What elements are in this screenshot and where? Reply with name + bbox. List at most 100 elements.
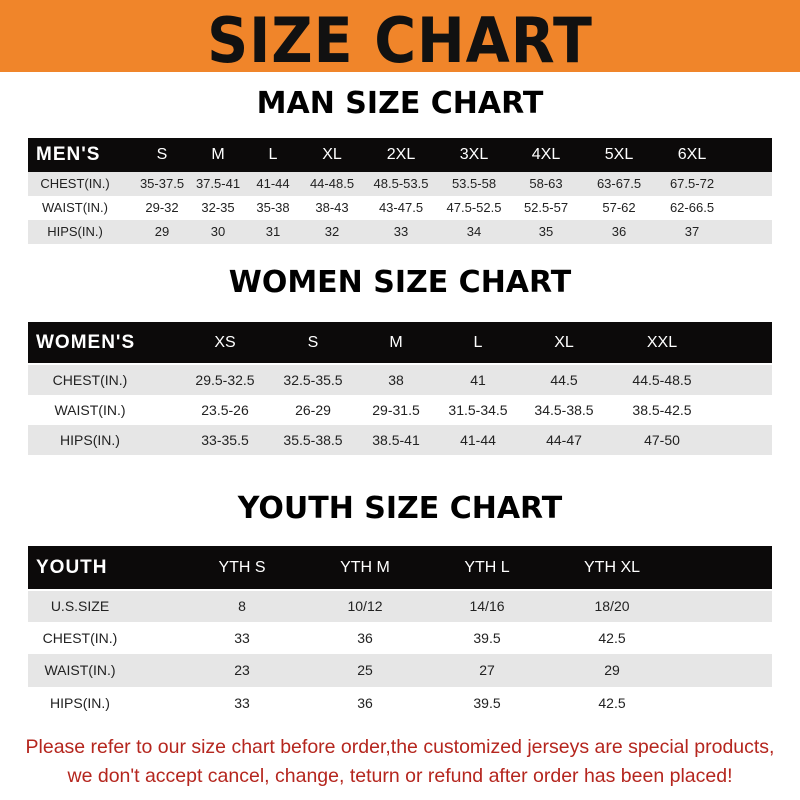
- measurement-cell: 44.5: [550, 372, 578, 388]
- measurement-cell: 47-50: [644, 432, 680, 448]
- measurement-cell: 41-44: [256, 176, 290, 191]
- row-label: HIPS(IN.): [60, 432, 120, 448]
- size-header: 6XL: [677, 146, 707, 163]
- measurement-cell: 33: [234, 630, 250, 646]
- table-row: HIPS(IN.) 33 36 39.5 42.5: [28, 687, 772, 719]
- measurement-cell: 42.5: [598, 630, 626, 646]
- measurement-cell: 8: [238, 598, 246, 614]
- measurement-cell: 35-37.5: [139, 176, 185, 191]
- measurement-cell: 35.5-38.5: [283, 432, 343, 448]
- table-label: YOUTH: [36, 557, 108, 578]
- size-header: 5XL: [604, 146, 634, 163]
- measurement-cell: 32.5-35.5: [283, 372, 343, 388]
- measurement-cell: 31: [265, 224, 281, 239]
- size-header: M: [389, 334, 403, 351]
- measurement-cell: 44.5-48.5: [632, 372, 692, 388]
- measurement-cell: 38: [388, 372, 404, 388]
- table-row: CHEST(IN.) 35-37.5 37.5-41 41-44 44-48.5 48.5…: [28, 172, 772, 196]
- table-row: U.S.SIZE 8 10/12 14/16 18/20: [28, 591, 772, 622]
- measurement-cell: 33: [393, 224, 409, 239]
- measurement-cell: 38.5-42.5: [632, 402, 692, 418]
- measurement-cell: 38.5-41: [372, 432, 420, 448]
- table-row: WAIST(IN.) 23 25 27 29: [28, 654, 772, 687]
- row-label: WAIST(IN.): [44, 662, 116, 678]
- measurement-cell: 14/16: [469, 598, 505, 614]
- measurement-cell: 58-63: [529, 176, 563, 191]
- measurement-cell: 38-43: [315, 200, 349, 215]
- size-header: S: [307, 334, 319, 351]
- header-row: MEN'S S M L XL 2XL 3XL 4XL 5XL 6XL: [28, 138, 772, 172]
- row-label: CHEST(IN.): [40, 176, 110, 191]
- men-title: MAN SIZE CHART: [256, 86, 544, 121]
- size-header: XXL: [646, 334, 678, 351]
- table-label: MEN'S: [36, 144, 101, 165]
- measurement-cell: 63-67.5: [596, 176, 642, 191]
- measurement-cell: 52.5-57: [523, 200, 569, 215]
- measurement-cell: 41: [470, 372, 486, 388]
- measurement-cell: 27: [479, 662, 495, 678]
- measurement-cell: 23.5-26: [201, 402, 249, 418]
- measurement-cell: 37.5-41: [195, 176, 241, 191]
- row-label: CHEST(IN.): [52, 372, 128, 388]
- row-label: WAIST(IN.): [42, 200, 108, 215]
- measurement-cell: 34: [466, 224, 482, 239]
- measurement-cell: 39.5: [473, 630, 501, 646]
- measurement-cell: 42.5: [598, 695, 626, 711]
- table-row: WAIST(IN.) 23.5-26 26-29 29-31.5 31.5-34.5 34…: [28, 395, 772, 425]
- measurement-cell: 39.5: [473, 695, 501, 711]
- size-header: YTH XL: [583, 559, 641, 576]
- row-label: CHEST(IN.): [42, 630, 118, 646]
- size-header: 3XL: [459, 146, 489, 163]
- measurement-cell: 29-31.5: [372, 402, 420, 418]
- measurement-cell: 30: [210, 224, 226, 239]
- size-header: XL: [322, 146, 342, 163]
- measurement-cell: 62-66.5: [669, 200, 715, 215]
- measurement-cell: 35-38: [256, 200, 290, 215]
- youth-title: YOUTH SIZE CHART: [237, 491, 563, 526]
- measurement-cell: 48.5-53.5: [373, 176, 429, 191]
- size-header: 4XL: [531, 146, 561, 163]
- measurement-cell: 35: [538, 224, 554, 239]
- header-row: YOUTH YTH S YTH M YTH L YTH XL: [28, 546, 772, 589]
- size-header: XL: [554, 334, 574, 351]
- measurement-cell: 43-47.5: [378, 200, 424, 215]
- measurement-cell: 26-29: [295, 402, 331, 418]
- measurement-cell: 10/12: [347, 598, 383, 614]
- table-row: CHEST(IN.) 33 36 39.5 42.5: [28, 622, 772, 654]
- size-header: M: [211, 146, 225, 163]
- size-header: YTH L: [464, 559, 510, 576]
- size-header: 2XL: [386, 146, 416, 163]
- women-title: WOMEN SIZE CHART: [228, 265, 572, 300]
- measurement-cell: 32: [324, 224, 340, 239]
- banner: [0, 0, 800, 72]
- measurement-cell: 53.5-58: [451, 176, 497, 191]
- size-header: L: [473, 334, 483, 351]
- measurement-cell: 23: [234, 662, 250, 678]
- table-row: HIPS(IN.) 29 30 31 32 33 34 35 36 37: [28, 220, 772, 244]
- row-label: WAIST(IN.): [54, 402, 126, 418]
- size-header: S: [156, 146, 168, 163]
- measurement-cell: 34.5-38.5: [534, 402, 594, 418]
- measurement-cell: 36: [357, 630, 373, 646]
- measurement-cell: 29: [604, 662, 620, 678]
- notice: Please refer to our size chart before or…: [0, 733, 800, 791]
- measurement-cell: 57-62: [602, 200, 636, 215]
- table-row: WAIST(IN.) 29-32 32-35 35-38 38-43 43-47.5 47.…: [28, 196, 772, 220]
- measurement-cell: 25: [357, 662, 373, 678]
- notice-line-2: we don't accept cancel, change, teturn o…: [67, 765, 733, 787]
- measurement-cell: 29-32: [145, 200, 179, 215]
- size-header: YTH M: [340, 559, 390, 576]
- banner-title: SIZE CHART: [207, 4, 593, 77]
- measurement-cell: 47.5-52.5: [446, 200, 502, 215]
- measurement-cell: 32-35: [201, 200, 235, 215]
- row-label: HIPS(IN.): [50, 695, 110, 711]
- table-label: WOMEN'S: [36, 332, 136, 353]
- size-header: XS: [214, 334, 236, 351]
- measurement-cell: 44-47: [546, 432, 582, 448]
- measurement-cell: 33-35.5: [201, 432, 249, 448]
- row-label: U.S.SIZE: [50, 598, 110, 614]
- measurement-cell: 33: [234, 695, 250, 711]
- table-row: HIPS(IN.) 33-35.5 35.5-38.5 38.5-41 41-44 44-…: [28, 425, 772, 455]
- measurement-cell: 41-44: [460, 432, 496, 448]
- measurement-cell: 36: [357, 695, 373, 711]
